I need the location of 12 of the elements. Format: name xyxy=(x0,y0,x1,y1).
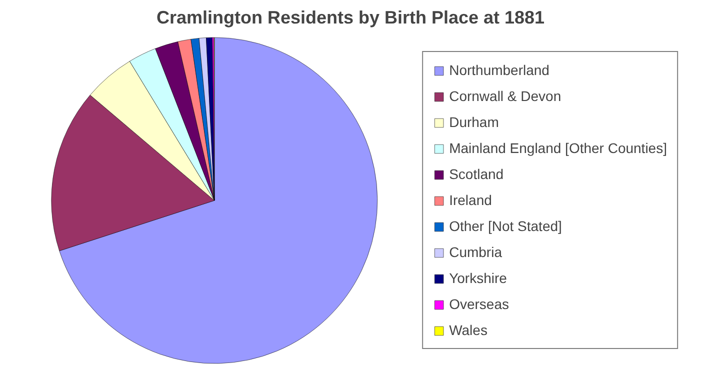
legend-label: Northumberland xyxy=(449,62,550,78)
legend-label: Wales xyxy=(449,322,488,338)
legend-label: Overseas xyxy=(449,296,509,312)
legend-label: Cumbria xyxy=(449,244,502,260)
legend-label: Other [Not Stated] xyxy=(449,218,562,234)
legend-label: Cornwall & Devon xyxy=(449,88,562,104)
legend-label: Mainland England [Other Counties] xyxy=(449,140,667,156)
chart-title: Cramlington Residents by Birth Place at 1881 xyxy=(156,8,545,28)
legend-label: Scotland xyxy=(449,166,504,182)
legend-label: Ireland xyxy=(449,192,492,208)
legend-label: Durham xyxy=(449,114,499,130)
legend-label: Yorkshire xyxy=(449,270,507,286)
